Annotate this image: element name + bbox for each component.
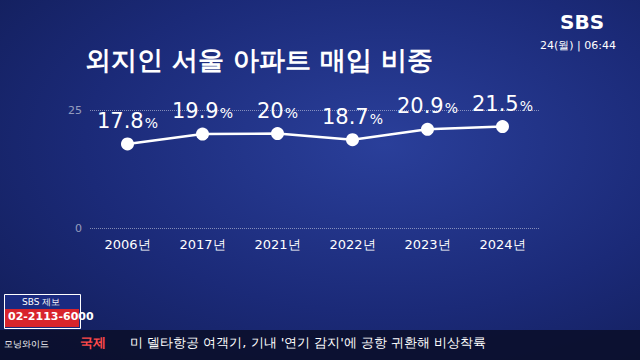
svg-text:SBS 제보: SBS 제보: [22, 297, 60, 307]
svg-text:20: 20: [257, 99, 284, 123]
svg-text:%: %: [520, 98, 533, 114]
svg-text:외지인 서울 아파트 매입 비중: 외지인 서울 아파트 매입 비중: [85, 45, 433, 75]
svg-text:2006년: 2006년: [104, 237, 150, 252]
svg-text:%: %: [145, 115, 158, 131]
svg-text:%: %: [220, 105, 233, 121]
svg-text:02-2113-6000: 02-2113-6000: [8, 310, 94, 323]
svg-text:20.9: 20.9: [397, 94, 444, 118]
svg-text:0: 0: [75, 222, 82, 235]
svg-text:%: %: [370, 111, 383, 127]
svg-text:모닝와이드: 모닝와이드: [4, 339, 49, 349]
svg-text:19.9: 19.9: [172, 99, 219, 123]
svg-text:17.8: 17.8: [97, 109, 144, 133]
svg-text:%: %: [445, 100, 458, 116]
svg-text:2022년: 2022년: [329, 237, 375, 252]
svg-text:25: 25: [68, 104, 82, 117]
svg-text:24(월) | 06:44: 24(월) | 06:44: [540, 39, 616, 52]
svg-text:2023년: 2023년: [404, 237, 450, 252]
svg-text:미 델타항공 여객기, 기내 '연기 감지'에 공항 귀환해: 미 델타항공 여객기, 기내 '연기 감지'에 공항 귀환해 비상착륙: [130, 335, 486, 350]
svg-text:국제: 국제: [80, 335, 106, 350]
svg-text:%: %: [285, 105, 298, 121]
svg-text:2021년: 2021년: [254, 237, 300, 252]
svg-text:SBS: SBS: [560, 10, 604, 34]
svg-text:2017년: 2017년: [179, 237, 225, 252]
svg-text:18.7: 18.7: [322, 105, 369, 129]
svg-text:2024년: 2024년: [479, 237, 525, 252]
svg-text:21.5: 21.5: [472, 92, 519, 116]
